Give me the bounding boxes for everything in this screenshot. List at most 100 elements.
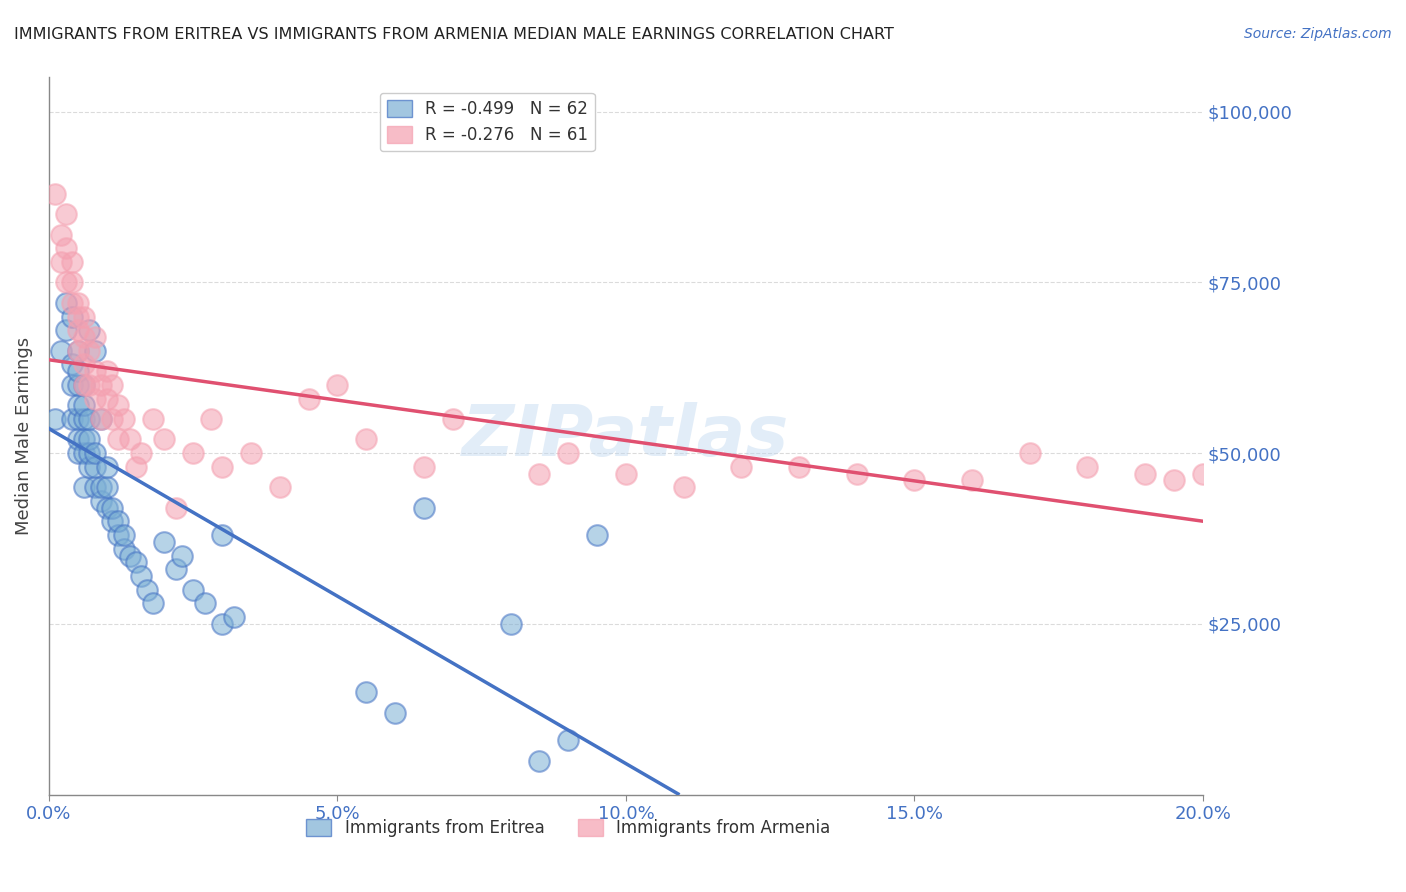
Point	[1192, 467, 1215, 481]
Point	[101, 500, 124, 515]
Point	[107, 398, 129, 412]
Point	[79, 412, 101, 426]
Point	[730, 459, 752, 474]
Point	[101, 377, 124, 392]
Point	[1076, 459, 1098, 474]
Point	[72, 357, 94, 371]
Text: Source: ZipAtlas.com: Source: ZipAtlas.com	[1244, 27, 1392, 41]
Point	[529, 754, 551, 768]
Point	[66, 398, 89, 412]
Point	[84, 330, 107, 344]
Point	[49, 227, 72, 242]
Point	[124, 459, 146, 474]
Point	[1133, 467, 1156, 481]
Text: IMMIGRANTS FROM ERITREA VS IMMIGRANTS FROM ARMENIA MEDIAN MALE EARNINGS CORRELAT: IMMIGRANTS FROM ERITREA VS IMMIGRANTS FR…	[14, 27, 894, 42]
Point	[200, 412, 222, 426]
Point	[49, 343, 72, 358]
Point	[211, 616, 233, 631]
Point	[903, 474, 925, 488]
Point	[499, 616, 522, 631]
Point	[107, 515, 129, 529]
Point	[787, 459, 810, 474]
Point	[112, 528, 135, 542]
Point	[118, 433, 141, 447]
Point	[297, 392, 319, 406]
Point	[79, 323, 101, 337]
Point	[55, 296, 77, 310]
Point	[44, 186, 66, 201]
Point	[112, 541, 135, 556]
Point	[79, 343, 101, 358]
Point	[79, 459, 101, 474]
Point	[107, 528, 129, 542]
Point	[529, 467, 551, 481]
Point	[614, 467, 637, 481]
Point	[66, 446, 89, 460]
Point	[60, 310, 83, 324]
Point	[165, 562, 187, 576]
Point	[66, 433, 89, 447]
Point	[96, 500, 118, 515]
Point	[222, 610, 245, 624]
Point	[181, 446, 204, 460]
Point	[96, 392, 118, 406]
Point	[84, 392, 107, 406]
Point	[60, 377, 83, 392]
Point	[142, 412, 165, 426]
Point	[413, 459, 436, 474]
Point	[142, 596, 165, 610]
Point	[101, 515, 124, 529]
Point	[84, 343, 107, 358]
Point	[557, 733, 579, 747]
Point	[79, 433, 101, 447]
Point	[72, 446, 94, 460]
Point	[384, 706, 406, 720]
Point	[90, 412, 112, 426]
Point	[60, 296, 83, 310]
Point	[129, 446, 152, 460]
Legend: Immigrants from Eritrea, Immigrants from Armenia: Immigrants from Eritrea, Immigrants from…	[299, 813, 837, 844]
Point	[101, 412, 124, 426]
Point	[84, 446, 107, 460]
Point	[72, 310, 94, 324]
Point	[107, 433, 129, 447]
Point	[66, 377, 89, 392]
Point	[586, 528, 609, 542]
Point	[326, 377, 349, 392]
Point	[112, 412, 135, 426]
Point	[79, 377, 101, 392]
Point	[66, 343, 89, 358]
Y-axis label: Median Male Earnings: Median Male Earnings	[15, 337, 32, 535]
Point	[55, 276, 77, 290]
Point	[441, 412, 464, 426]
Point	[90, 480, 112, 494]
Point	[60, 357, 83, 371]
Point	[153, 535, 176, 549]
Point	[90, 377, 112, 392]
Point	[239, 446, 262, 460]
Point	[356, 685, 378, 699]
Point	[44, 412, 66, 426]
Point	[72, 377, 94, 392]
Point	[96, 480, 118, 494]
Point	[124, 556, 146, 570]
Point	[181, 582, 204, 597]
Point	[96, 459, 118, 474]
Point	[672, 480, 695, 494]
Point	[90, 412, 112, 426]
Point	[66, 323, 89, 337]
Point	[136, 582, 159, 597]
Point	[66, 310, 89, 324]
Point	[211, 459, 233, 474]
Point	[55, 241, 77, 255]
Point	[90, 494, 112, 508]
Point	[1018, 446, 1040, 460]
Point	[72, 377, 94, 392]
Text: ZIPatlas: ZIPatlas	[463, 401, 790, 471]
Point	[66, 364, 89, 378]
Point	[211, 528, 233, 542]
Point	[49, 255, 72, 269]
Point	[356, 433, 378, 447]
Point	[72, 330, 94, 344]
Point	[96, 364, 118, 378]
